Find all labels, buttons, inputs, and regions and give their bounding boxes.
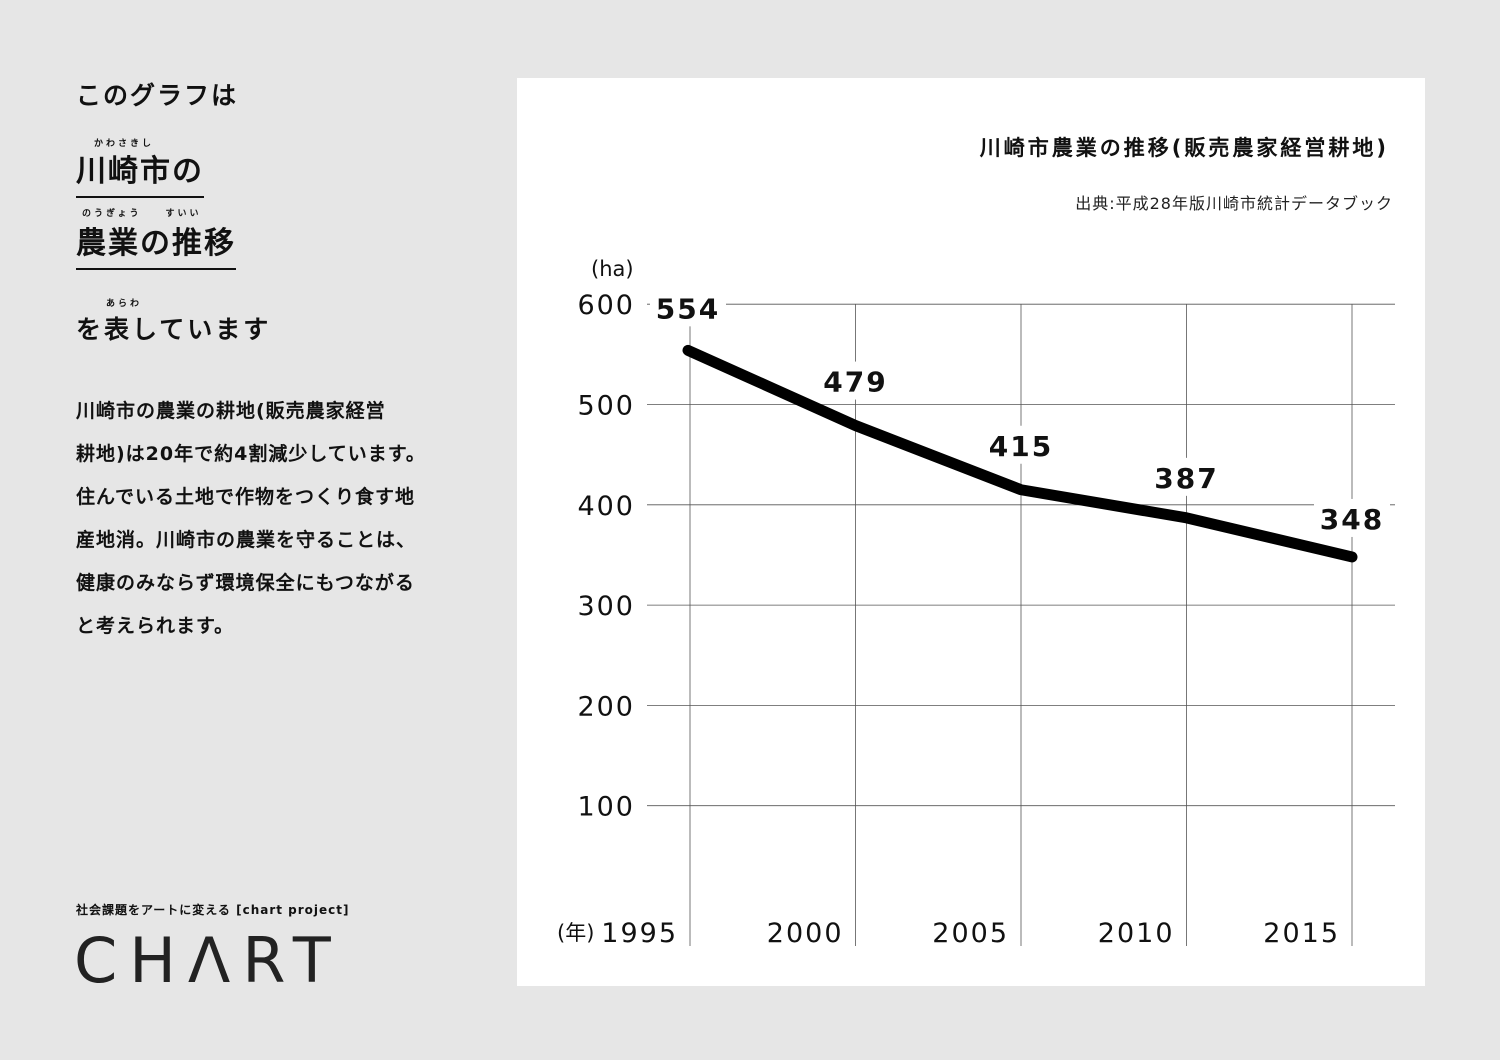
line-end-ruby: あらわ [106, 299, 143, 309]
y-tick-label: 600 [577, 290, 635, 321]
data-label: 479 [823, 366, 887, 399]
data-label-backing [1314, 498, 1390, 537]
description-line: 耕地)は20年で約4割減少しています。 [76, 443, 426, 465]
description-line: 産地消。川崎市の農業を守ることは、 [76, 529, 417, 551]
description-line: 健康のみならず環境保全にもつながる [76, 572, 415, 594]
headline-agriculture: 農業の推移 [76, 218, 236, 270]
chart-card: 川崎市農業の推移(販売農家経営耕地) 出典:平成28年版川崎市統計データブック … [517, 78, 1425, 986]
line-chart: 100 200 300 400 500 600 1995 2000 2005 2010 2015 (h… [557, 257, 1395, 949]
description-line: と考えられます。 [76, 615, 235, 637]
y-tick-label: 400 [577, 491, 635, 522]
x-axis-unit: (年) [557, 921, 594, 945]
series-line [682, 344, 1358, 563]
headline1-ruby: かわさきし [94, 139, 155, 149]
y-tick-label: 200 [577, 691, 635, 722]
chart-title: 川崎市農業の推移(販売農家経営耕地) [979, 136, 1389, 160]
data-label: 554 [656, 292, 720, 325]
project-label: 社会課題をアートに変える [chart project] [76, 903, 350, 917]
x-tick-label: 1995 [601, 918, 678, 949]
data-label-backing [650, 288, 726, 327]
intro-tail: を表しています [76, 315, 272, 344]
data-label: 387 [1154, 462, 1218, 495]
y-tick-label: 500 [577, 391, 635, 422]
x-tick-label: 2005 [932, 918, 1009, 949]
description: 川崎市の農業の耕地(販売農家経営 耕地)は20年で約4割減少しています。 住んで… [76, 390, 456, 648]
data-label: 415 [989, 430, 1053, 463]
x-tick-label: 2010 [1098, 918, 1175, 949]
x-tick-label: 2015 [1263, 918, 1340, 949]
chart-source: 出典:平成28年版川崎市統計データブック [1075, 194, 1393, 213]
headline2-ruby: のうぎょう すいい [82, 209, 202, 219]
chart-logo: CHΛRT [74, 924, 343, 997]
y-tick-label: 300 [577, 591, 635, 622]
x-tick-label: 2000 [767, 918, 844, 949]
intro-text: このグラフは [76, 81, 239, 110]
headline-city: 川崎市の [76, 146, 204, 198]
y-axis-unit: (ha) [591, 257, 634, 281]
data-label: 348 [1320, 503, 1384, 536]
y-tick-label: 100 [577, 792, 635, 823]
description-line: 川崎市の農業の耕地(販売農家経営 [76, 400, 386, 422]
data-label-backing [817, 361, 894, 400]
data-label-backing [983, 425, 1059, 464]
data-label-backing [1148, 457, 1225, 496]
description-line: 住んでいる土地で作物をつくり食す地 [76, 486, 416, 508]
